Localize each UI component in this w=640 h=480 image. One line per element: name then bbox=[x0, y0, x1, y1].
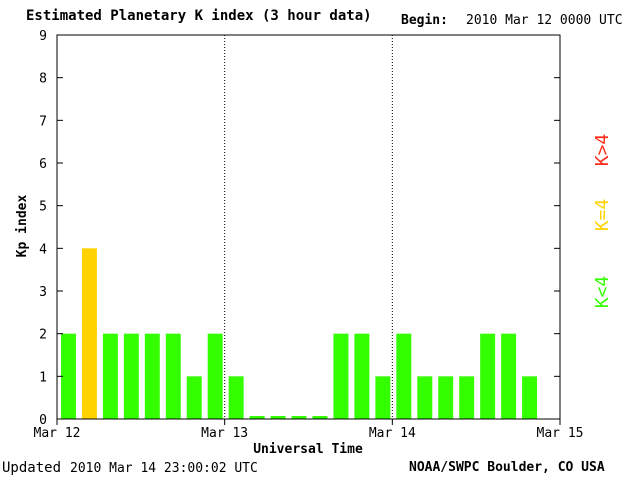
kp-bar bbox=[312, 416, 328, 419]
y-tick-label: 1 bbox=[39, 370, 47, 385]
updated-label: Updated bbox=[2, 460, 62, 476]
kp-bar bbox=[522, 376, 538, 419]
legend-label: K<4 bbox=[592, 276, 613, 309]
y-tick-label: 7 bbox=[39, 114, 47, 129]
x-axis-label: Universal Time bbox=[253, 442, 363, 457]
kp-bar bbox=[123, 333, 139, 419]
y-axis-label: Kp index bbox=[15, 195, 30, 258]
axes bbox=[56, 34, 561, 420]
grid-lines bbox=[224, 35, 393, 419]
kp-bar bbox=[81, 248, 97, 419]
y-tick-label: 9 bbox=[39, 29, 47, 44]
y-tick-label: 8 bbox=[39, 72, 47, 87]
ticks: 0 1 2 3 4 5 6 7 8 9 Mar 12 Mar 13 Mar 14 Mar 15 bbox=[34, 29, 584, 441]
credit-text: NOAA/SWPC Boulder, CO USA bbox=[409, 460, 605, 475]
legend-label: K=4 bbox=[592, 199, 613, 232]
begin-label: Begin: bbox=[401, 13, 448, 28]
kp-bar bbox=[354, 333, 370, 419]
kp-bar bbox=[270, 416, 286, 419]
kp-bar bbox=[375, 376, 391, 419]
updated-value: 2010 Mar 14 23:00:02 UTC bbox=[70, 461, 258, 476]
x-tick-label: Mar 14 bbox=[369, 426, 416, 441]
kp-bar bbox=[417, 376, 433, 419]
x-tick-label: Mar 13 bbox=[201, 426, 248, 441]
kp-bar bbox=[249, 416, 265, 419]
kp-bar bbox=[228, 376, 244, 419]
x-tick-label: Mar 15 bbox=[537, 426, 584, 441]
x-tick-label: Mar 12 bbox=[34, 426, 81, 441]
y-tick-label: 6 bbox=[39, 157, 47, 172]
kp-bar bbox=[61, 333, 76, 419]
y-tick-label: 4 bbox=[39, 242, 47, 257]
chart-title: Estimated Planetary K index (3 hour data… bbox=[26, 8, 372, 24]
y-tick-label: 5 bbox=[39, 200, 47, 215]
kp-bar bbox=[396, 333, 412, 419]
bars bbox=[61, 248, 538, 419]
begin-value: 2010 Mar 12 0000 UTC bbox=[466, 13, 623, 28]
kp-bar bbox=[501, 333, 517, 419]
kp-bar bbox=[186, 376, 202, 419]
legend: K>4 K=4 K<4 bbox=[592, 134, 613, 309]
kp-bar bbox=[480, 333, 496, 419]
kp-bar bbox=[207, 333, 223, 419]
kp-bar bbox=[438, 376, 454, 419]
legend-label: K>4 bbox=[592, 134, 613, 167]
plot-frame bbox=[56, 34, 561, 420]
kp-bar bbox=[333, 333, 349, 419]
kp-bar bbox=[165, 333, 181, 419]
y-tick-label: 2 bbox=[39, 328, 47, 343]
kp-bar bbox=[459, 376, 475, 419]
kp-bar bbox=[291, 416, 307, 419]
kp-bar bbox=[102, 333, 118, 419]
y-tick-label: 3 bbox=[39, 285, 47, 300]
y-tick-label: 0 bbox=[39, 413, 47, 428]
kp-bar bbox=[144, 333, 160, 419]
